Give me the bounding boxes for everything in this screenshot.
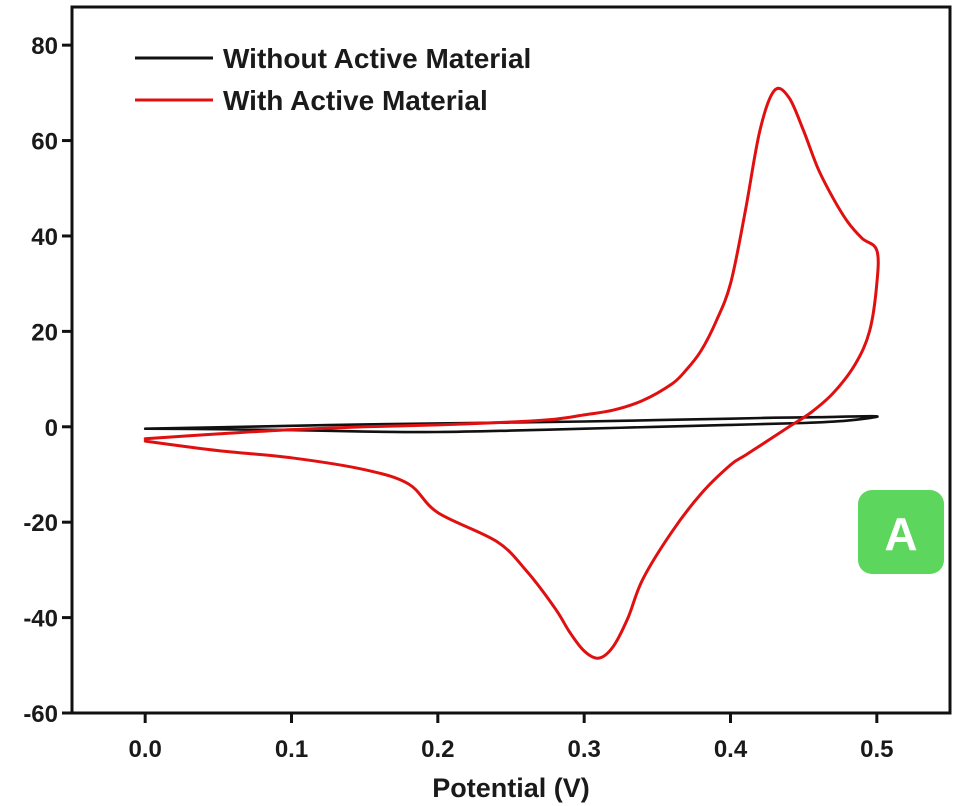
- y-tick-label: 20: [31, 319, 58, 346]
- legend: Without Active Material With Active Mater…: [135, 43, 531, 116]
- panel-badge: A: [858, 490, 944, 574]
- legend-label: Without Active Material: [223, 43, 531, 74]
- x-tick-label: 0.0: [128, 736, 161, 763]
- x-axis-title: Potential (V): [432, 773, 590, 803]
- y-axis: 80 60 40 20 0 -20 -40 -60: [23, 33, 72, 728]
- y-tick-label: 60: [31, 129, 58, 156]
- y-tick-label: 80: [31, 33, 58, 60]
- panel-badge-label: A: [884, 508, 917, 560]
- legend-label: With Active Material: [223, 85, 488, 116]
- y-tick-label: -60: [23, 701, 58, 728]
- x-tick-label: 0.2: [421, 736, 454, 763]
- y-tick-label: -40: [23, 606, 58, 633]
- y-tick-label: 0: [45, 415, 58, 442]
- x-tick-label: 0.3: [567, 736, 600, 763]
- x-tick-label: 0.1: [275, 736, 308, 763]
- y-tick-label: -20: [23, 510, 58, 537]
- plot-series: [143, 86, 880, 660]
- x-tick-label: 0.5: [860, 736, 893, 763]
- series-line-with-active-material: [143, 86, 880, 660]
- y-tick-label: 40: [31, 224, 58, 251]
- series-line-without-active-material: [143, 414, 879, 434]
- plot-frame: [70, 5, 952, 715]
- panel-badge-background: [858, 490, 944, 574]
- x-axis: 0.0 0.1 0.2 0.3 0.4 0.5: [128, 713, 894, 763]
- x-tick-label: 0.4: [714, 736, 748, 763]
